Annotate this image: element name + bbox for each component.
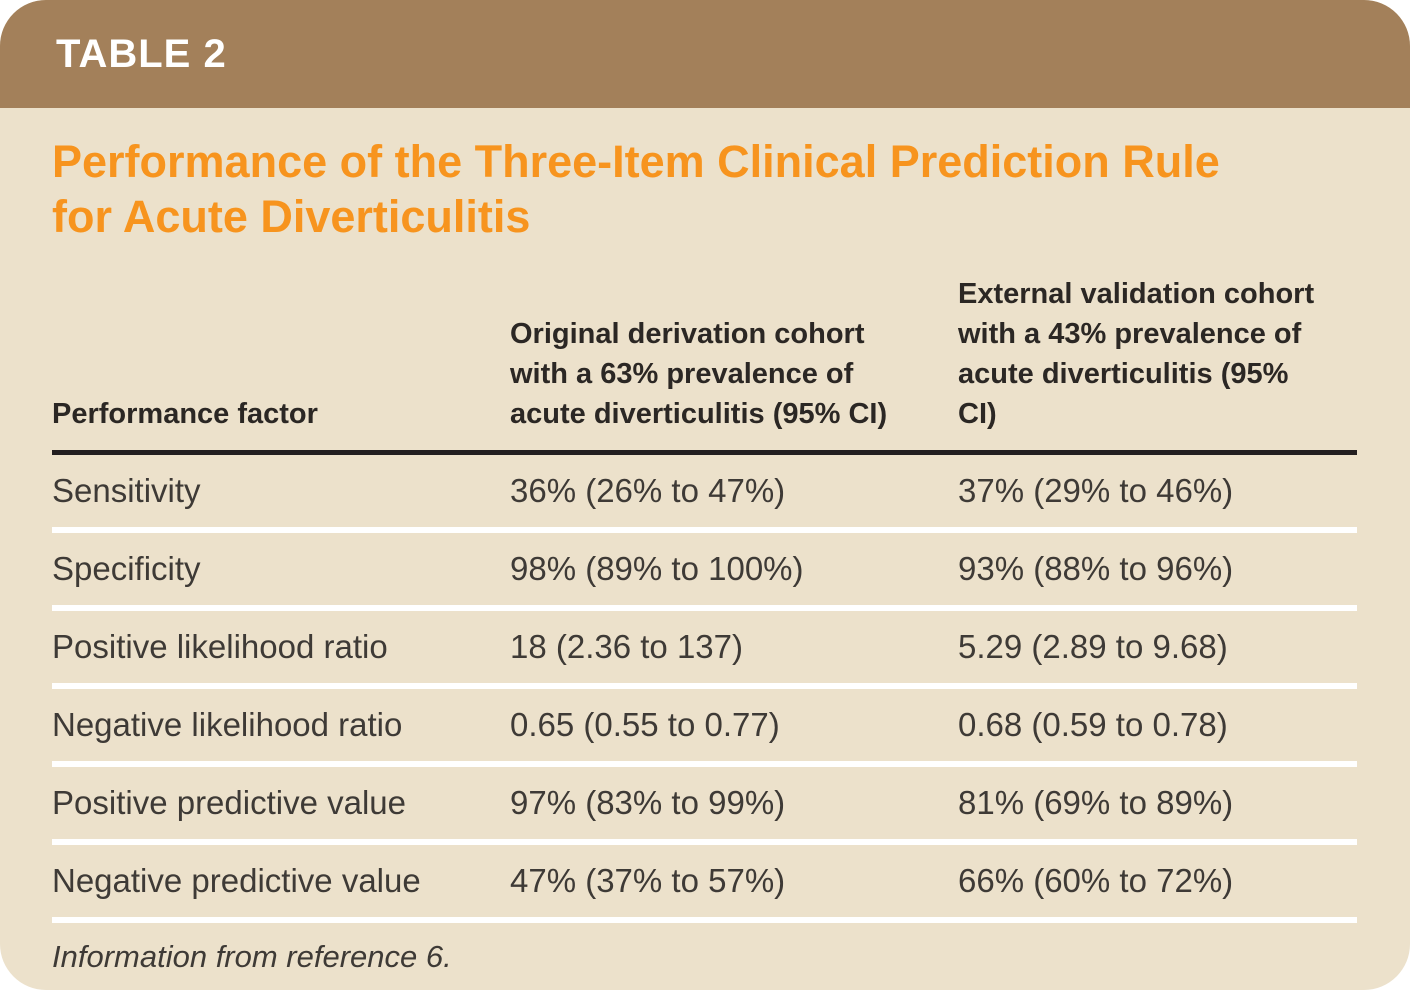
row-validation-value: 37% (29% to 46%) bbox=[958, 472, 1234, 509]
row-derivation-value: 47% (37% to 57%) bbox=[510, 862, 786, 899]
table-footnote: Information from reference 6. bbox=[52, 939, 452, 974]
column-header-derivation-cohort: Original derivation cohort with a 63% pr… bbox=[510, 318, 888, 430]
row-factor: Specificity bbox=[52, 550, 201, 587]
row-factor: Positive predictive value bbox=[52, 784, 407, 821]
row-validation-value: 81% (69% to 89%) bbox=[958, 784, 1234, 821]
row-validation-value: 66% (60% to 72%) bbox=[958, 862, 1234, 899]
table-title-line2: for Acute Diverticulitis bbox=[52, 191, 531, 242]
table-number-label: TABLE 2 bbox=[56, 31, 227, 76]
table-row: Positive likelihood ratio 18 (2.36 to 13… bbox=[52, 611, 1357, 689]
table-row: Positive predictive value 97% (83% to 99… bbox=[52, 767, 1357, 845]
column-header-validation-cohort: External validation cohort with a 43% pr… bbox=[958, 278, 1315, 430]
table-row: Negative likelihood ratio 0.65 (0.55 to … bbox=[52, 689, 1357, 767]
table-row: Sensitivity 36% (26% to 47%) 37% (29% to… bbox=[52, 455, 1357, 533]
row-factor: Positive likelihood ratio bbox=[52, 628, 388, 665]
column-header-performance-factor: Performance factor bbox=[52, 398, 318, 430]
table-rows: Sensitivity 36% (26% to 47%) 37% (29% to… bbox=[52, 455, 1357, 923]
row-validation-value: 0.68 (0.59 to 0.78) bbox=[958, 706, 1228, 743]
row-derivation-value: 98% (89% to 100%) bbox=[510, 550, 804, 587]
row-derivation-value: 0.65 (0.55 to 0.77) bbox=[510, 706, 780, 743]
row-derivation-value: 18 (2.36 to 137) bbox=[510, 628, 743, 665]
row-factor: Negative likelihood ratio bbox=[52, 706, 403, 743]
column-header-row: Performance factor Original derivation c… bbox=[52, 274, 1357, 455]
table-row: Negative predictive value 47% (37% to 57… bbox=[52, 845, 1357, 923]
row-derivation-value: 36% (26% to 47%) bbox=[510, 472, 786, 509]
table-title-line1: Performance of the Three-Item Clinical P… bbox=[52, 136, 1220, 187]
table-body: Performance of the Three-Item Clinical P… bbox=[0, 134, 1410, 975]
row-factor: Negative predictive value bbox=[52, 862, 421, 899]
table-title: Performance of the Three-Item Clinical P… bbox=[52, 134, 1357, 244]
row-factor: Sensitivity bbox=[52, 472, 201, 509]
row-validation-value: 93% (88% to 96%) bbox=[958, 550, 1234, 587]
row-validation-value: 5.29 (2.89 to 9.68) bbox=[958, 628, 1228, 665]
table-row: Specificity 98% (89% to 100%) 93% (88% t… bbox=[52, 533, 1357, 611]
row-derivation-value: 97% (83% to 99%) bbox=[510, 784, 786, 821]
table-header-bar: TABLE 2 bbox=[0, 0, 1410, 108]
